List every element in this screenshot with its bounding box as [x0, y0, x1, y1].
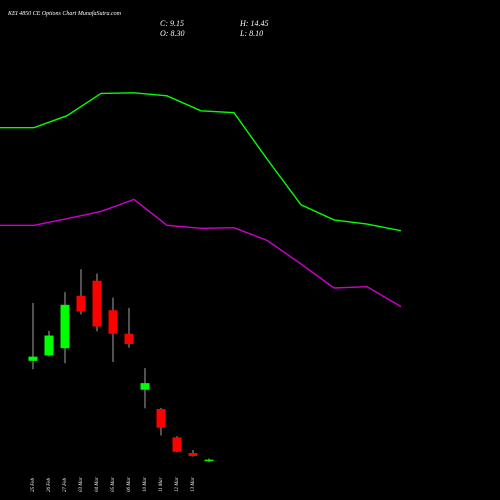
- x-tick-label: 25 Feb: [31, 477, 36, 492]
- candle-body: [108, 310, 118, 334]
- chart-title: KEI 4850 CE Options Chart MunafaSutra.co…: [8, 11, 122, 17]
- x-tick-label: 12 Mar: [175, 477, 180, 492]
- candle: [140, 368, 150, 409]
- candle: [44, 330, 54, 357]
- candle: [28, 303, 38, 370]
- candle-body: [44, 335, 54, 356]
- candle-body: [204, 459, 214, 462]
- candle-body: [28, 356, 38, 361]
- lower-band-line: [0, 198, 402, 308]
- candle-body: [92, 280, 102, 327]
- x-tick-label: 03 Mar: [79, 477, 84, 492]
- candle: [92, 273, 102, 332]
- candle: [124, 307, 134, 348]
- x-tick-label: 05 Mar: [111, 477, 116, 492]
- x-tick-label: 06 Mar: [127, 477, 132, 492]
- open-value: O: 8.30: [160, 29, 185, 38]
- candle: [204, 458, 214, 463]
- low-value: L: 8.10: [240, 29, 264, 38]
- x-tick-label: 10 Mar: [143, 477, 148, 492]
- candle-body: [60, 304, 70, 349]
- x-tick-label: 27 Feb: [63, 477, 68, 492]
- candle: [188, 450, 198, 457]
- close-value: C: 9.15: [160, 19, 184, 28]
- x-tick-label: 11 Mar: [159, 477, 164, 492]
- upper-band-line: [0, 92, 402, 232]
- x-tick-label: 13 Mar: [191, 477, 196, 492]
- candle: [60, 292, 70, 364]
- x-tick-label: 04 Mar: [95, 477, 100, 492]
- candle: [172, 436, 182, 453]
- candle-body: [172, 437, 182, 452]
- candle-body: [124, 333, 134, 344]
- high-value: H: 14.45: [240, 19, 269, 28]
- candle-body: [188, 453, 198, 457]
- x-tick-label: 26 Feb: [47, 477, 52, 492]
- candle-body: [76, 295, 86, 312]
- candle-body: [140, 383, 150, 390]
- candle: [108, 297, 118, 363]
- candle: [76, 269, 86, 315]
- candle-body: [156, 409, 166, 428]
- candle: [156, 407, 166, 436]
